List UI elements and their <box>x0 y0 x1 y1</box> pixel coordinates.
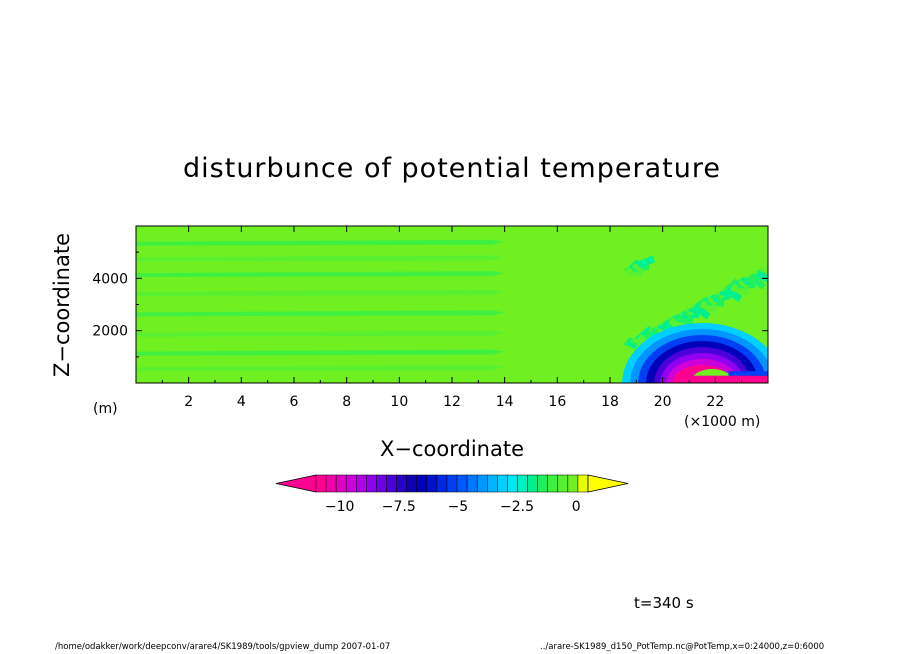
field-cell <box>748 273 767 290</box>
colorbar-ticks: −10 −7.5 −5 −2.5 0 <box>325 499 581 515</box>
colorbar-segment <box>466 474 478 493</box>
colorbar-segment <box>436 474 448 493</box>
field-band <box>136 349 505 356</box>
colorbar-segment <box>567 474 579 493</box>
y-axis-unit: (m) <box>93 401 118 417</box>
colorbar-segment <box>406 474 417 493</box>
colorbar-segment <box>386 474 397 493</box>
x-tick-label: 8 <box>342 394 351 410</box>
field-band <box>136 310 505 317</box>
x-axis-label: X−coordinate <box>380 437 524 461</box>
field-middle <box>507 226 610 383</box>
field-band <box>136 255 505 262</box>
colorbar-segment <box>315 474 327 493</box>
footer-path-right: ../arare-SK1989_d150_PotTemp.nc@PotTemp,… <box>540 642 825 652</box>
x-tick-label: 4 <box>237 394 246 410</box>
heatmap-field <box>136 226 768 383</box>
field-cell <box>755 270 768 284</box>
field-cell <box>724 286 743 302</box>
colorbar-segment <box>476 474 488 493</box>
chart-title: disturbunce of potential temperature <box>183 153 721 184</box>
colorbar-segment <box>527 474 538 493</box>
colorbar-segment <box>396 474 407 493</box>
plume-outflow <box>689 375 768 383</box>
colorbar-segment <box>577 474 589 493</box>
colorbar-segment <box>487 474 498 493</box>
x-ticks: 2 4 6 8 10 12 14 16 18 20 22 <box>161 226 743 410</box>
x-tick-label: 2 <box>184 394 193 410</box>
field-cell <box>688 307 700 315</box>
y-ticks: 2000 4000 <box>92 251 768 358</box>
x-tick-label: 16 <box>548 394 566 410</box>
plume-outflow-edge <box>728 371 768 376</box>
footer-path-left: /home/odakker/work/deepconv/arare4/SK198… <box>55 642 391 652</box>
colorbar-segment <box>366 474 377 493</box>
colorbar-tick-label: −5 <box>448 499 469 515</box>
colorbar-segment <box>325 474 337 493</box>
field-band <box>136 330 505 337</box>
colorbar-segment <box>456 474 468 493</box>
x-tick-label: 20 <box>654 394 672 410</box>
colorbar-segment <box>537 474 548 493</box>
x-tick-label: 18 <box>601 394 619 410</box>
colorbar-tick-label: −7.5 <box>382 499 416 515</box>
colorbar-segment <box>416 474 428 493</box>
colorbar-segment <box>446 474 458 493</box>
colorbar-over-arrow <box>587 474 629 493</box>
field-cell <box>626 340 638 350</box>
colorbar-segment <box>345 474 357 493</box>
colorbar-segment <box>557 474 569 493</box>
field-band <box>136 365 505 372</box>
colorbar-tick-label: −10 <box>325 499 355 515</box>
field-cell <box>632 338 644 345</box>
field-cell <box>682 310 693 320</box>
field-cell <box>636 255 656 269</box>
field-cell <box>707 296 718 307</box>
colorbar-segment <box>497 474 508 493</box>
time-label: t=340 s <box>634 594 694 612</box>
colorbar-under-arrow <box>275 474 317 493</box>
field-cell <box>731 284 750 296</box>
colorbar-segment <box>376 474 387 493</box>
x-axis-unit: (×1000 m) <box>684 414 761 430</box>
field-band <box>136 239 505 246</box>
colorbar-segment <box>547 474 559 493</box>
x-tick-label: 6 <box>290 394 299 410</box>
field-band <box>136 271 505 278</box>
x-tick-label: 22 <box>706 394 724 410</box>
field-band <box>136 289 505 296</box>
y-tick-label: 4000 <box>92 271 128 287</box>
colorbar-segment <box>507 474 518 493</box>
colorbar-segment <box>517 474 528 493</box>
colorbar-tick-label: −2.5 <box>500 499 534 515</box>
field-cell <box>744 277 756 285</box>
colorbar-segment <box>356 474 367 493</box>
field-cell <box>699 300 719 314</box>
field-cell <box>713 293 725 302</box>
colorbar-tick-label: 0 <box>572 499 581 515</box>
colorbar-segment <box>335 474 347 493</box>
field-cell <box>632 263 643 272</box>
y-tick-label: 2000 <box>92 324 128 340</box>
x-tick-label: 14 <box>496 394 514 410</box>
colorbar-segment <box>426 474 438 493</box>
colorbar <box>275 474 629 493</box>
x-tick-label: 10 <box>390 394 408 410</box>
x-tick-label: 12 <box>443 394 461 410</box>
field-cell <box>692 303 711 320</box>
field-cell <box>738 279 749 290</box>
